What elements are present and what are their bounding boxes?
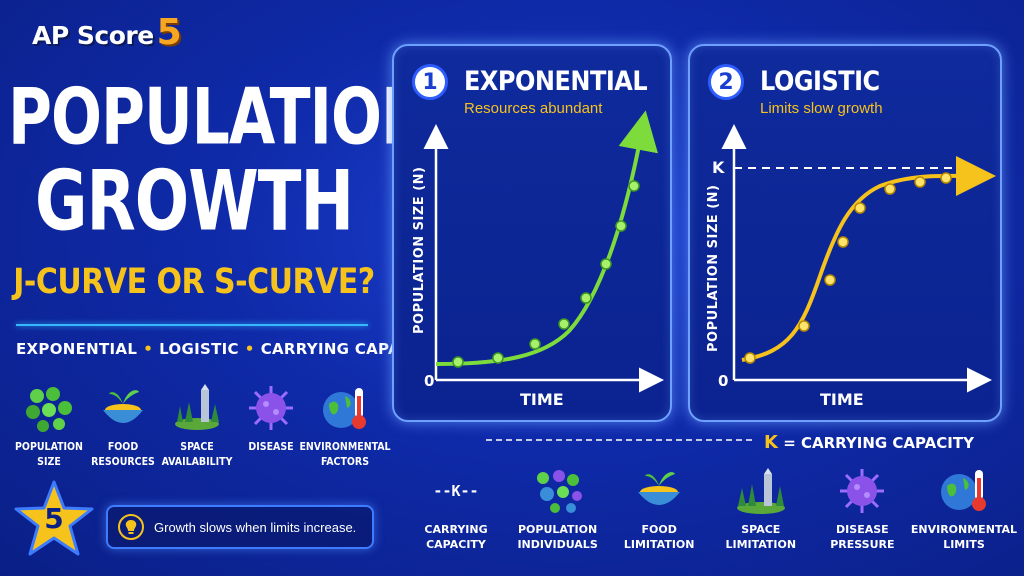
panel-number-badge: 2 <box>708 64 744 100</box>
panel-subtitle: Resources abundant <box>464 100 603 117</box>
factor-label: PRESSURE <box>830 538 895 552</box>
forest-space-icon <box>175 384 219 430</box>
factor-label: AVAILABILITY <box>161 455 233 468</box>
keyword-exponential: EXPONENTIAL <box>16 340 138 358</box>
factor-label: RESOURCES <box>91 455 155 468</box>
brand-logo: AP Score 5 <box>32 12 182 56</box>
forest-space-icon <box>736 468 785 514</box>
bottom-factor-population-individuals: POPULATION INDIVIDUALS <box>512 466 604 553</box>
tip-text: Growth slows when limits increase. <box>154 519 357 535</box>
keyword-separator: • <box>143 340 154 358</box>
lightbulb-icon <box>118 514 144 540</box>
factor-label: DISEASE <box>836 523 889 536</box>
x-axis-label: TIME <box>820 390 864 409</box>
title-line-1: POPULATION <box>8 72 431 163</box>
k-dash-icon: --K-- <box>433 482 479 500</box>
factor-disease: DISEASE <box>234 382 308 469</box>
factor-food-resources: FOOD RESOURCES <box>86 382 160 469</box>
factor-label: FACTORS <box>320 455 370 468</box>
factor-label: FOOD <box>641 523 677 536</box>
curve-points <box>744 172 952 364</box>
curve-points <box>452 180 640 368</box>
factor-label: SIZE <box>37 455 61 468</box>
brand-number: 5 <box>156 12 182 53</box>
factor-label: ENVIRONMENTAL <box>910 523 1018 536</box>
tip-box: Growth slows when limits increase. <box>106 505 374 549</box>
bottom-factor-carrying-capacity: --K-- CARRYING CAPACITY <box>410 466 502 553</box>
factor-population-size: POPULATION SIZE <box>12 382 86 469</box>
bottom-factor-environmental-limits: ENVIRONMENTAL LIMITS <box>911 466 1017 553</box>
factor-label: LIMITATION <box>623 538 695 552</box>
exponential-panel: 1 EXPONENTIAL Resources abundant POPULAT… <box>392 44 672 422</box>
population-dots-icon <box>26 387 72 432</box>
factor-label: INDIVIDUALS <box>517 538 598 552</box>
star-number: 5 <box>44 502 64 535</box>
divider <box>16 324 368 326</box>
factor-label: SPACE <box>741 523 781 536</box>
bottom-factor-disease-pressure: DISEASE PRESSURE <box>816 466 908 553</box>
factor-label: DISEASE <box>248 441 294 453</box>
food-bowl-icon <box>638 472 681 505</box>
virus-icon <box>249 386 293 430</box>
exponential-chart <box>423 110 664 393</box>
star-badge-icon <box>14 480 94 556</box>
keyword-separator: • <box>244 340 255 358</box>
bottom-factors: --K-- CARRYING CAPACITY POPULATION INDIVID… <box>410 466 1017 553</box>
brand-text: AP Score <box>32 21 154 50</box>
keyword-logistic: LOGISTIC <box>159 340 239 358</box>
factor-space-availability: SPACE AVAILABILITY <box>160 382 234 469</box>
factor-label: POPULATION <box>15 441 83 453</box>
x-axis-label: TIME <box>520 390 564 409</box>
k-legend-text: = CARRYING CAPACITY <box>783 434 974 452</box>
bottom-factor-food-limitation: FOOD LIMITATION <box>613 466 705 553</box>
k-symbol: K <box>764 432 778 453</box>
k-axis-label: K <box>712 158 725 177</box>
globe-thermometer-icon <box>323 388 366 429</box>
title-line-2: GROWTH <box>34 154 354 251</box>
virus-icon <box>840 469 885 513</box>
population-dots-icon <box>536 470 582 513</box>
factor-label: CAPACITY <box>426 538 486 552</box>
logistic-panel: 2 LOGISTIC Limits slow growth POPULATION… <box>688 44 1002 422</box>
factor-label: POPULATION <box>517 523 598 536</box>
exponential-curve <box>435 110 658 366</box>
logistic-chart <box>721 124 996 393</box>
subtitle: J-CURVE OR S-CURVE? <box>13 262 375 303</box>
factor-label: LIMITATION <box>725 538 797 552</box>
origin-label: 0 <box>718 372 729 390</box>
factor-label: FOOD <box>107 441 139 453</box>
left-factors: POPULATION SIZE FOOD RESOURCES SPACE AVAILA… <box>12 382 391 469</box>
globe-thermometer-icon <box>940 470 986 511</box>
keywords-row: EXPONENTIAL • LOGISTIC • CARRYING CAPACI… <box>16 340 438 358</box>
panel-subtitle: Limits slow growth <box>760 100 883 117</box>
factor-label: ENVIRONMENTAL <box>299 441 391 453</box>
food-bowl-icon <box>103 390 143 423</box>
factor-label: CARRYING <box>424 523 488 536</box>
panel-number-badge: 1 <box>412 64 448 100</box>
bottom-factor-space-limitation: SPACE LIMITATION <box>715 466 807 553</box>
factor-environmental: ENVIRONMENTAL FACTORS <box>299 382 391 469</box>
panel-title: LOGISTIC <box>760 66 880 97</box>
legend-dashed-line <box>486 439 754 441</box>
panel-title: EXPONENTIAL <box>464 66 648 97</box>
origin-label: 0 <box>424 372 435 390</box>
factor-label: LIMITS <box>943 538 985 552</box>
k-legend: K = CARRYING CAPACITY <box>764 432 974 453</box>
factor-label: SPACE <box>180 441 214 453</box>
